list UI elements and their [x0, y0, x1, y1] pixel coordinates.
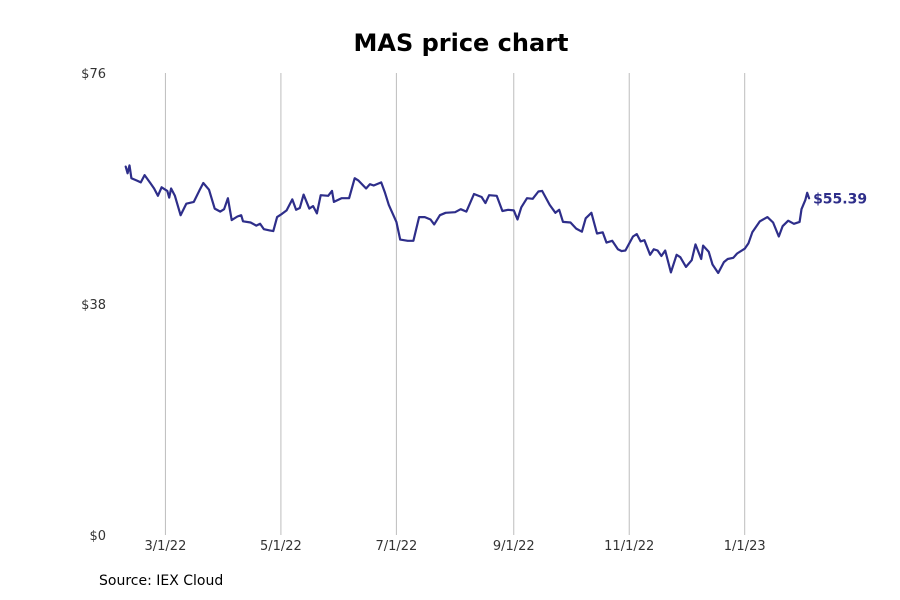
x-tick-label: 1/1/23	[724, 539, 766, 554]
x-tick-label: 11/1/22	[604, 539, 654, 554]
chart-title: MAS price chart	[353, 29, 568, 57]
x-tick-label: 3/1/22	[145, 539, 187, 554]
x-tick-label: 9/1/22	[493, 539, 535, 554]
price-line	[124, 164, 811, 275]
y-axis-ticks: $0 $38 $76	[81, 67, 106, 544]
source-note: Source: IEX Cloud	[99, 573, 224, 589]
y-tick-label: $76	[81, 67, 106, 82]
vertical-gridlines	[164, 73, 746, 535]
y-tick-label: $38	[81, 298, 106, 313]
last-price-label: $55.39	[813, 191, 867, 207]
x-tick-label: 5/1/22	[260, 539, 302, 554]
x-axis-ticks: 3/1/22 5/1/22 7/1/22 9/1/22 11/1/22 1/1/23	[145, 539, 766, 554]
y-tick-label: $0	[89, 529, 106, 544]
x-tick-label: 7/1/22	[375, 539, 417, 554]
